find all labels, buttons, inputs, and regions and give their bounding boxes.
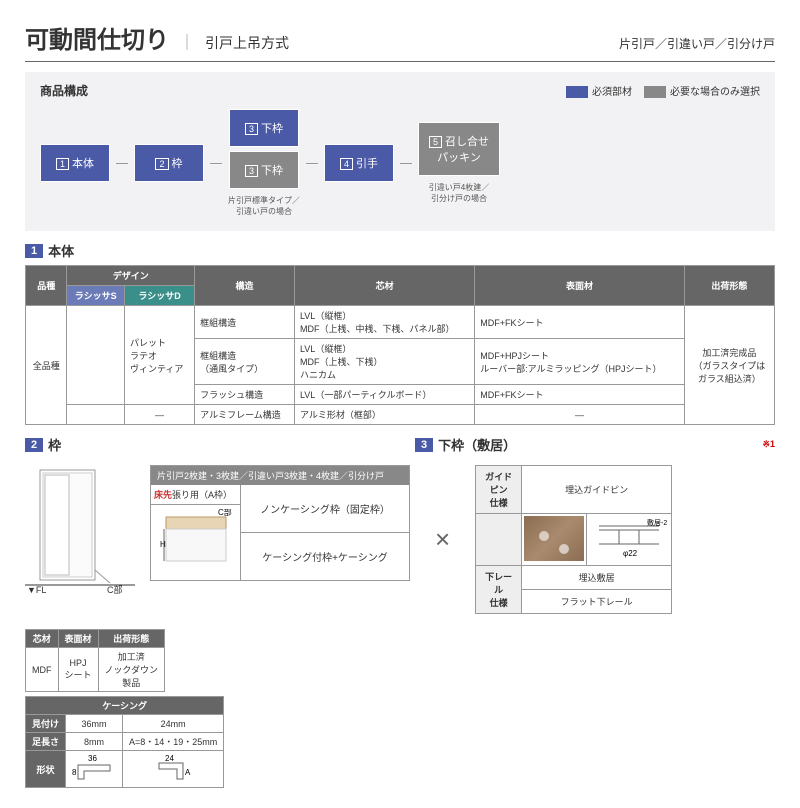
legend-optional-swatch (644, 86, 666, 98)
node-handle: 4引手 (324, 144, 394, 182)
svg-text:▼FL: ▼FL (27, 585, 46, 595)
frame-diagram: C部 ▼FL (25, 465, 135, 605)
node-frame: 2枠 (134, 144, 204, 182)
page-title: 可動間仕切り (25, 20, 169, 55)
svg-text:8: 8 (72, 768, 77, 777)
node-packing: 5召し合せ パッキン (418, 122, 500, 176)
section1-header: 1 本体 (25, 241, 775, 260)
casing-shape-36-icon: 36 8 (72, 753, 116, 783)
svg-text:36: 36 (88, 754, 97, 763)
svg-text:C部: C部 (218, 509, 232, 517)
composition-title: 商品構成 (40, 82, 88, 99)
bottom-frame-table: ガイドピン 仕様 埋込ガイドピン φ22 敷居-2 (475, 465, 672, 614)
section2-header: 2 枠 (25, 435, 395, 454)
bottom-tables: 芯材表面材出荷形態 MDF HPJ シート 加工済 ノックダウン 製品 ケーシン… (25, 629, 775, 788)
node-bottom-frame-b: 3下枠 (229, 151, 299, 189)
legend-required-label: 必須部材 (592, 87, 632, 98)
node-body: 1本体 (40, 144, 110, 182)
page-header: 可動間仕切り ｜ 引戸上吊方式 片引戸／引違い戸／引分け戸 (25, 20, 775, 62)
node3-sublabel: 片引戸標準タイプ／ 引違い戸の場合 (228, 195, 300, 217)
legend: 必須部材 必要な場合のみ選択 (566, 83, 760, 98)
flow-diagram: 1本体 2枠 3下枠 3下枠 片引戸標準タイプ／ 引違い戸の場合 4引手 5召し… (40, 109, 760, 217)
svg-text:敷居-2: 敷居-2 (647, 518, 667, 527)
svg-text:A: A (185, 768, 191, 777)
node5-sublabel: 引違い戸4枚建／ 引分け戸の場合 (429, 182, 489, 204)
svg-text:H: H (160, 540, 166, 549)
composition-panel: 商品構成 必須部材 必要な場合のみ選択 1本体 2枠 3下枠 3下枠 片引戸標準… (25, 72, 775, 231)
legend-optional-label: 必要な場合のみ選択 (670, 87, 760, 98)
body-table: 品種 デザイン 構造 芯材 表面材 出荷形態 ラシッサS ラシッサD 全品種 パ… (25, 265, 775, 425)
svg-text:φ22: φ22 (623, 549, 638, 558)
legend-required-swatch (566, 86, 588, 98)
separator: ｜ (179, 29, 195, 53)
section3-header: 3 下枠（敷居） ※1 (415, 435, 775, 454)
section1-num: 1 (25, 244, 43, 258)
guide-pin-diagram: φ22 敷居-2 (589, 516, 669, 561)
page-subtitle: 引戸上吊方式 (205, 33, 289, 53)
casing-shape-24-icon: 24 A (151, 753, 195, 783)
svg-text:C部: C部 (107, 584, 123, 595)
svg-text:24: 24 (165, 754, 174, 763)
combine-x-icon: × (435, 524, 450, 555)
wood-texture-icon (524, 516, 584, 561)
frame-table: 片引戸2枚建・3枚建／引違い戸3枚建・4枚建／引分け戸 床先張り用（A枠） C部… (150, 465, 410, 581)
node-bottom-frame-a: 3下枠 (229, 109, 299, 147)
tab-labels: 片引戸／引違い戸／引分け戸 (619, 35, 775, 52)
section1-title: 本体 (48, 241, 74, 260)
